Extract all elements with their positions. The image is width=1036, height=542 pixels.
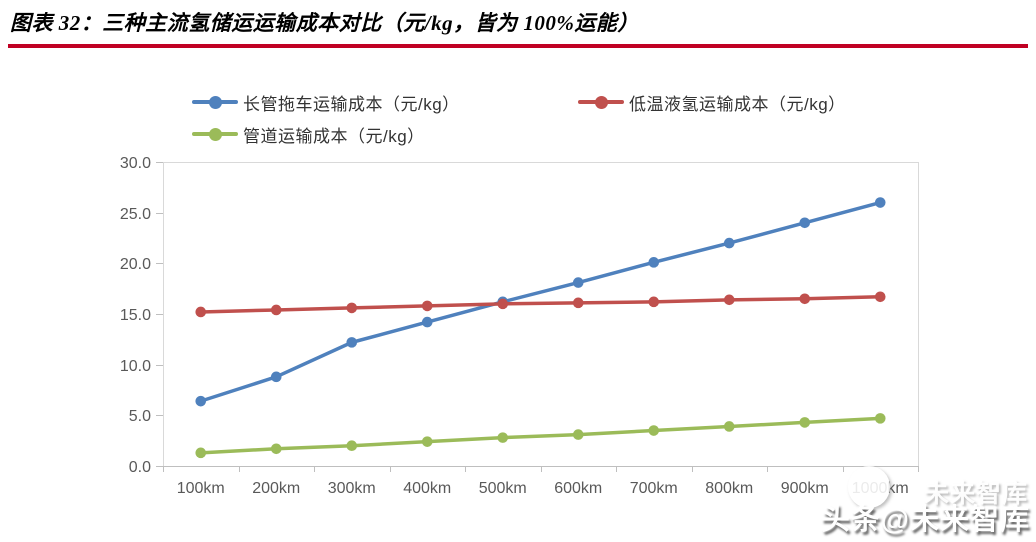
data-point-marker [346, 337, 358, 348]
x-axis-label: 200km [252, 480, 300, 497]
x-axis-label: 100km [177, 480, 225, 497]
data-point-marker [497, 298, 509, 310]
legend-item-liquid-hydrogen: 低温液氢运输成本（元/kg） [578, 91, 846, 114]
data-point-marker [421, 300, 433, 312]
data-point-marker [270, 371, 282, 383]
chart-title: 图表 32：三种主流氢储运运输成本对比（元/kg，皆为 100%运能） [10, 11, 639, 35]
legend-dot-marker-icon [209, 127, 222, 141]
legend-line-marker-icon [192, 95, 238, 109]
legend-item-tube-trailer: 长管拖车运输成本（元/kg） [192, 91, 460, 114]
x-axis-label: 800km [705, 480, 753, 497]
data-point-marker [270, 443, 282, 455]
data-point-marker [799, 417, 811, 428]
data-point-marker [799, 217, 811, 229]
series-line-1 [199, 295, 882, 314]
y-axis-label: 10.0 [120, 358, 151, 375]
x-axis-label: 900km [781, 480, 829, 497]
series-line-2 [199, 416, 882, 455]
series-line-0 [199, 200, 882, 403]
data-point-marker [270, 304, 282, 316]
legend-dot-marker-icon [209, 95, 222, 109]
y-axis-label: 20.0 [120, 256, 151, 273]
data-point-marker [195, 306, 207, 318]
x-axis-label: 700km [630, 480, 678, 497]
y-axis-label: 5.0 [129, 408, 151, 425]
x-axis-label: 300km [328, 480, 376, 497]
data-point-marker [421, 316, 433, 328]
data-point-marker [648, 425, 660, 436]
data-point-marker [723, 294, 735, 306]
x-axis-label: 600km [554, 480, 602, 497]
legend-label-liquid-hydrogen: 低温液氢运输成本（元/kg） [629, 94, 846, 114]
data-point-marker [421, 436, 433, 447]
data-point-marker [648, 296, 660, 308]
data-point-marker [572, 297, 584, 309]
data-point-marker [723, 421, 735, 432]
y-axis-label: 0.0 [129, 459, 151, 476]
data-point-marker [346, 302, 358, 314]
data-point-marker [195, 395, 207, 407]
title-divider [8, 44, 1028, 48]
y-axis-label: 30.0 [120, 155, 151, 172]
data-point-marker [346, 440, 358, 452]
data-point-marker [497, 432, 509, 443]
data-point-marker [195, 447, 207, 459]
data-point-marker [874, 197, 886, 208]
legend-label-pipeline: 管道运输成本（元/kg） [243, 126, 425, 146]
x-axis-label: 400km [403, 480, 451, 497]
data-point-marker [874, 413, 886, 424]
y-axis-label: 25.0 [120, 206, 151, 223]
legend-line-marker-icon [578, 95, 624, 109]
data-point-marker [723, 237, 735, 249]
data-point-marker [648, 257, 660, 268]
data-point-marker [799, 293, 811, 305]
x-axis-label: 1000km [852, 480, 909, 497]
legend-dot-marker-icon [595, 95, 608, 109]
legend-line-marker-icon [192, 127, 238, 141]
x-axis-label: 500km [479, 480, 527, 497]
data-point-marker [572, 277, 584, 288]
legend-label-tube-trailer: 长管拖车运输成本（元/kg） [243, 94, 460, 114]
legend-item-pipeline: 管道运输成本（元/kg） [192, 123, 425, 146]
data-point-marker [572, 429, 584, 440]
data-point-marker [874, 291, 886, 303]
y-axis-label: 15.0 [120, 307, 151, 324]
